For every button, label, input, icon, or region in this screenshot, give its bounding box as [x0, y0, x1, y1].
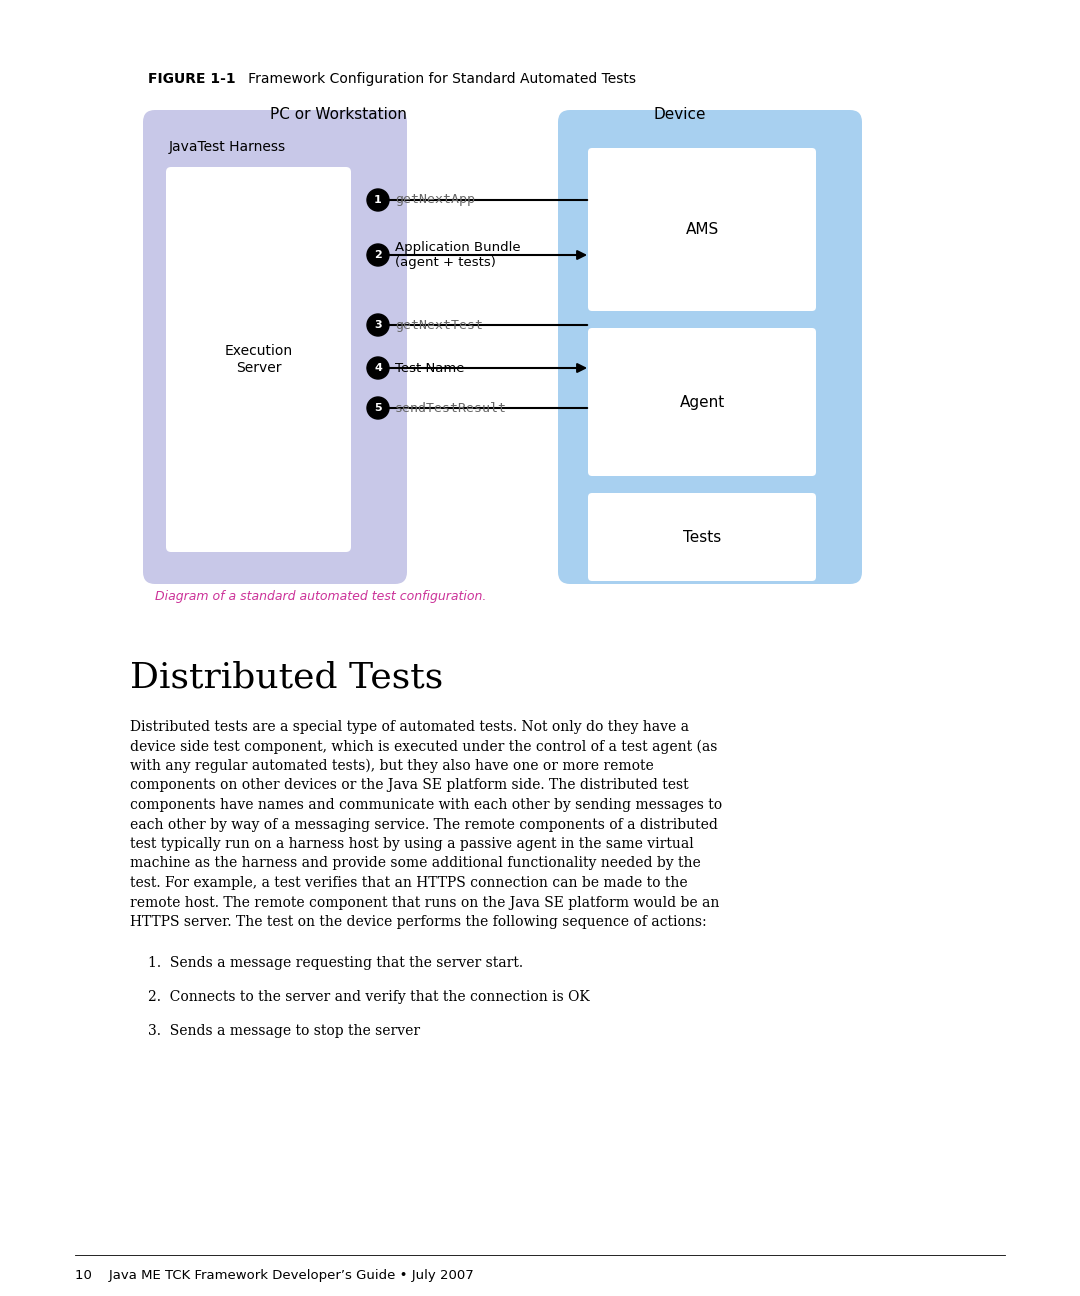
FancyBboxPatch shape — [588, 492, 816, 581]
Text: PC or Workstation: PC or Workstation — [270, 108, 407, 122]
Circle shape — [367, 189, 389, 211]
Text: 10    Java ME TCK Framework Developer’s Guide • July 2007: 10 Java ME TCK Framework Developer’s Gui… — [75, 1269, 474, 1282]
Circle shape — [367, 244, 389, 266]
Text: 1: 1 — [374, 194, 382, 205]
FancyBboxPatch shape — [143, 110, 407, 584]
Text: 2.  Connects to the server and verify that the connection is OK: 2. Connects to the server and verify tha… — [148, 990, 590, 1004]
Text: components on other devices or the Java SE platform side. The distributed test: components on other devices or the Java … — [130, 779, 689, 792]
Text: getNextTest: getNextTest — [395, 319, 483, 332]
Text: FIGURE 1-1: FIGURE 1-1 — [148, 73, 235, 86]
Text: Framework Configuration for Standard Automated Tests: Framework Configuration for Standard Aut… — [235, 73, 636, 86]
Text: Agent: Agent — [679, 394, 725, 410]
Text: components have names and communicate with each other by sending messages to: components have names and communicate wi… — [130, 798, 723, 813]
Text: test typically run on a harness host by using a passive agent in the same virtua: test typically run on a harness host by … — [130, 837, 693, 851]
Text: machine as the harness and provide some additional functionality needed by the: machine as the harness and provide some … — [130, 857, 701, 871]
Text: remote host. The remote component that runs on the Java SE platform would be an: remote host. The remote component that r… — [130, 896, 719, 910]
Text: 1.  Sends a message requesting that the server start.: 1. Sends a message requesting that the s… — [148, 956, 523, 971]
Text: 2: 2 — [374, 250, 382, 260]
Text: Test Name: Test Name — [395, 362, 464, 375]
FancyBboxPatch shape — [588, 328, 816, 476]
Text: Distributed tests are a special type of automated tests. Not only do they have a: Distributed tests are a special type of … — [130, 721, 689, 734]
Text: Application Bundle
(agent + tests): Application Bundle (agent + tests) — [395, 241, 521, 270]
Text: each other by way of a messaging service. The remote components of a distributed: each other by way of a messaging service… — [130, 818, 718, 832]
Text: 4: 4 — [374, 363, 382, 373]
Circle shape — [367, 356, 389, 378]
Text: JavaTest Harness: JavaTest Harness — [168, 140, 286, 154]
Text: Execution
Server: Execution Server — [225, 345, 293, 375]
Text: Tests: Tests — [683, 530, 721, 544]
Circle shape — [367, 397, 389, 419]
Text: Device: Device — [653, 108, 706, 122]
Text: sendTestResult: sendTestResult — [395, 402, 507, 415]
FancyBboxPatch shape — [166, 167, 351, 552]
Text: with any regular automated tests), but they also have one or more remote: with any regular automated tests), but t… — [130, 759, 653, 774]
Text: AMS: AMS — [686, 222, 718, 237]
Text: Distributed Tests: Distributed Tests — [130, 660, 443, 693]
FancyBboxPatch shape — [588, 148, 816, 311]
Circle shape — [367, 314, 389, 336]
Text: Diagram of a standard automated test configuration.: Diagram of a standard automated test con… — [156, 590, 486, 603]
FancyBboxPatch shape — [558, 110, 862, 584]
Text: test. For example, a test verifies that an HTTPS connection can be made to the: test. For example, a test verifies that … — [130, 876, 688, 890]
Text: 5: 5 — [374, 403, 382, 413]
Text: 3.  Sends a message to stop the server: 3. Sends a message to stop the server — [148, 1025, 420, 1038]
Text: getNextApp: getNextApp — [395, 193, 475, 206]
Text: HTTPS server. The test on the device performs the following sequence of actions:: HTTPS server. The test on the device per… — [130, 915, 706, 929]
Text: device side test component, which is executed under the control of a test agent : device side test component, which is exe… — [130, 740, 717, 754]
Text: 3: 3 — [374, 320, 382, 330]
